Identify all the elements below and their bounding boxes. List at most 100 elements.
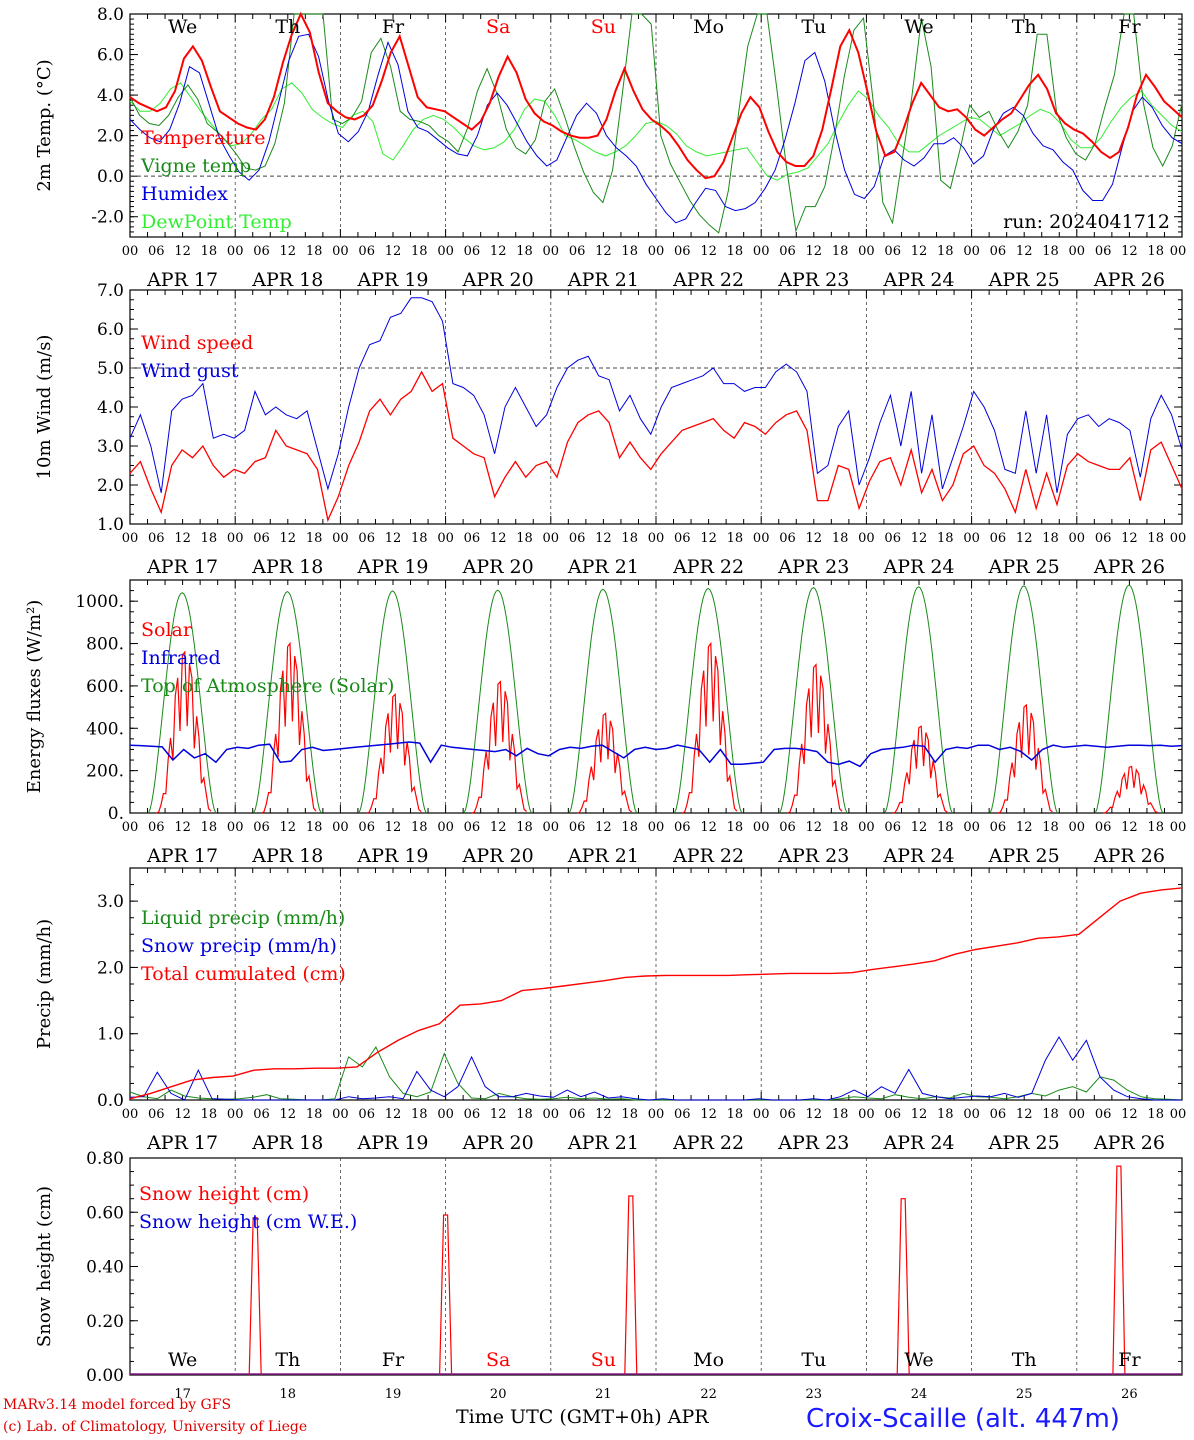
panel-temperature: 8.0 6.0 4.0 2.0 0.0 -2.0 2m Temp. (°C) 00 06 12 18… — [34, 5, 1186, 291]
hour-label: 00 — [332, 244, 349, 259]
hour-label: 06 — [569, 531, 586, 546]
legend-wind-gust: Wind gust — [141, 360, 239, 382]
hour-label: 06 — [569, 244, 586, 259]
weekday-label: Sa — [486, 1349, 510, 1371]
hour-label: 06 — [990, 244, 1007, 259]
y-tick-label: 0.0 — [97, 167, 124, 187]
date-label: APR 19 — [356, 556, 428, 578]
hour-label: 18 — [411, 531, 428, 546]
hour-label: 06 — [779, 531, 796, 546]
y-tick-label: 6.0 — [97, 46, 124, 66]
date-label: APR 23 — [777, 845, 849, 867]
hour-label: 06 — [253, 531, 270, 546]
date-label: APR 18 — [251, 845, 323, 867]
date-label: APR 19 — [356, 269, 428, 291]
hour-label: 12 — [280, 244, 297, 259]
hour-label: 06 — [779, 244, 796, 259]
legend-snow-height-cm-w-e-: Snow height (cm W.E.) — [139, 1211, 357, 1233]
panel-wind: 7.0 6.0 5.0 4.0 3.0 2.0 1.0 10m Wind (m/s) 00 06 1… — [34, 281, 1186, 578]
y-axis-label: Snow height (cm) — [34, 1186, 55, 1347]
hour-label: 12 — [174, 1107, 191, 1122]
hour-label: 06 — [1095, 820, 1112, 835]
y-axis-label: 10m Wind (m/s) — [34, 335, 55, 480]
hour-label: 12 — [806, 1107, 823, 1122]
y-tick-label: 0.00 — [86, 1366, 124, 1386]
hour-label: 00 — [753, 244, 770, 259]
weekday-label: Mo — [693, 16, 724, 38]
hour-label: 18 — [306, 531, 323, 546]
solar-curve — [261, 641, 317, 814]
y-tick-label: 800. — [86, 635, 124, 655]
hour-label: 06 — [464, 820, 481, 835]
hour-label: 06 — [358, 531, 375, 546]
date-label: APR 26 — [1093, 1132, 1165, 1154]
hour-label: 00 — [122, 531, 139, 546]
hour-label: 00 — [122, 820, 139, 835]
hour-label: 12 — [1121, 531, 1138, 546]
hour-label: 12 — [490, 1107, 507, 1122]
hour-label: 12 — [1121, 1107, 1138, 1122]
hour-label: 06 — [779, 1107, 796, 1122]
hour-label: 18 — [937, 820, 954, 835]
y-tick-label: 0.80 — [86, 1149, 124, 1169]
weekday-label: Th — [1012, 1349, 1037, 1371]
date-label: APR 26 — [1093, 556, 1165, 578]
date-label: APR 22 — [672, 845, 744, 867]
weekday-label: Th — [275, 16, 300, 38]
date-label: APR 19 — [356, 1132, 428, 1154]
hour-label: 18 — [1147, 1107, 1164, 1122]
solar-curve — [787, 663, 843, 814]
weekday-label: Fr — [1118, 1349, 1141, 1371]
solar-curve — [682, 641, 738, 814]
solar-curve — [892, 725, 948, 814]
series-line — [129, 297, 1183, 493]
y-tick-label: 0.0 — [97, 1091, 124, 1111]
hour-label: 12 — [595, 244, 612, 259]
date-label: APR 17 — [146, 556, 218, 578]
hour-label: 06 — [148, 244, 165, 259]
legend-dewpoint-temp: DewPoint Temp — [141, 211, 292, 233]
weekday-label: We — [168, 16, 197, 38]
y-tick-label: 0.20 — [86, 1312, 124, 1332]
weekday-label: Sa — [486, 16, 510, 38]
date-label: APR 21 — [567, 1132, 639, 1154]
hour-label: 18 — [621, 1107, 638, 1122]
legend-liquid-precip-mm-h-: Liquid precip (mm/h) — [141, 907, 345, 929]
y-tick-label: 4.0 — [97, 398, 124, 418]
hour-label: 06 — [884, 820, 901, 835]
panel-energy: 1000. 800. 600. 400. 200. 0. Energy fluxes (W/… — [24, 579, 1186, 867]
hour-label: 06 — [253, 820, 270, 835]
hour-label: 00 — [543, 531, 560, 546]
legend-infrared: Infrared — [141, 647, 221, 669]
hour-label: 00 — [437, 531, 454, 546]
hour-label: 00 — [227, 531, 244, 546]
hour-label: 18 — [516, 531, 533, 546]
y-tick-label: 1.0 — [97, 515, 124, 535]
weekday-label: Mo — [693, 1349, 724, 1371]
toa-curve — [358, 590, 427, 814]
hour-label: 00 — [437, 820, 454, 835]
hour-label: 12 — [806, 531, 823, 546]
hour-label: 18 — [727, 1107, 744, 1122]
y-tick-label: 8.0 — [97, 5, 124, 25]
hour-label: 18 — [411, 1107, 428, 1122]
hour-label: 06 — [253, 1107, 270, 1122]
weekday-label: Fr — [382, 1349, 405, 1371]
hour-label: 12 — [911, 244, 928, 259]
toa-curve — [989, 585, 1058, 814]
panel-snow: 0.80 0.60 0.40 0.20 0.00 Snow height (cm) We Th… — [34, 1149, 1183, 1402]
hour-label: 12 — [700, 244, 717, 259]
hour-label: 06 — [1095, 1107, 1112, 1122]
solar-curve — [1103, 765, 1158, 814]
y-tick-label: 7.0 — [97, 281, 124, 301]
hour-label: 00 — [963, 244, 980, 259]
hour-label: 12 — [490, 531, 507, 546]
date-label: APR 18 — [251, 556, 323, 578]
hour-label: 12 — [280, 820, 297, 835]
hour-label: 06 — [358, 244, 375, 259]
hour-label: 00 — [963, 531, 980, 546]
legend-snow-height-cm-: Snow height (cm) — [139, 1183, 309, 1205]
hour-label: 12 — [1016, 244, 1033, 259]
day-number-label: 17 — [174, 1387, 191, 1402]
